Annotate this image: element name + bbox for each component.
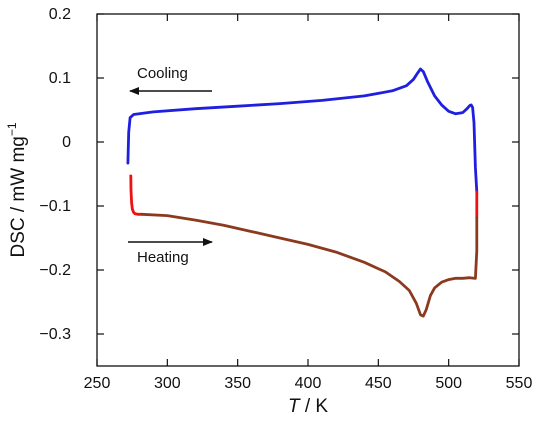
x-tick-label: 500 <box>435 375 462 392</box>
y-tick-label: 0.1 <box>49 70 71 87</box>
y-axis-label-exponent: −1 <box>5 122 19 136</box>
axis-ticks: 250 300 350 400 450 500 550 −0.3 −0.2 −0.1 0 0.1 0.2 <box>39 6 532 392</box>
x-tick-label: 450 <box>365 375 392 392</box>
y-axis-label: DSC / mW mg−1 <box>5 122 29 257</box>
x-tick-label: 400 <box>295 375 322 392</box>
annotation-heating: Heating <box>137 249 189 266</box>
x-axis-label-symbol: T <box>288 396 301 417</box>
x-axis-label: T / K <box>288 396 328 417</box>
x-tick-label: 250 <box>84 375 111 392</box>
data-series <box>126 67 479 318</box>
x-axis-label-unit: / K <box>300 396 329 417</box>
x-tick-label: 550 <box>506 375 533 392</box>
series-line-2 <box>129 174 144 216</box>
y-axis-label-main: DSC / mW mg <box>8 136 29 257</box>
annotation-cooling: Cooling <box>137 65 188 82</box>
series-line-1 <box>126 67 479 194</box>
y-tick-label: −0.2 <box>39 262 71 279</box>
y-tick-label: −0.3 <box>39 326 71 343</box>
x-tick-label: 350 <box>224 375 251 392</box>
series-line-5 <box>473 216 479 280</box>
series-line-3 <box>140 212 476 318</box>
x-tick-label: 300 <box>154 375 181 392</box>
annotations: Cooling Heating <box>128 65 213 266</box>
y-tick-label: 0 <box>62 134 71 151</box>
y-tick-label: 0.2 <box>49 6 71 23</box>
y-tick-label: −0.1 <box>39 198 71 215</box>
